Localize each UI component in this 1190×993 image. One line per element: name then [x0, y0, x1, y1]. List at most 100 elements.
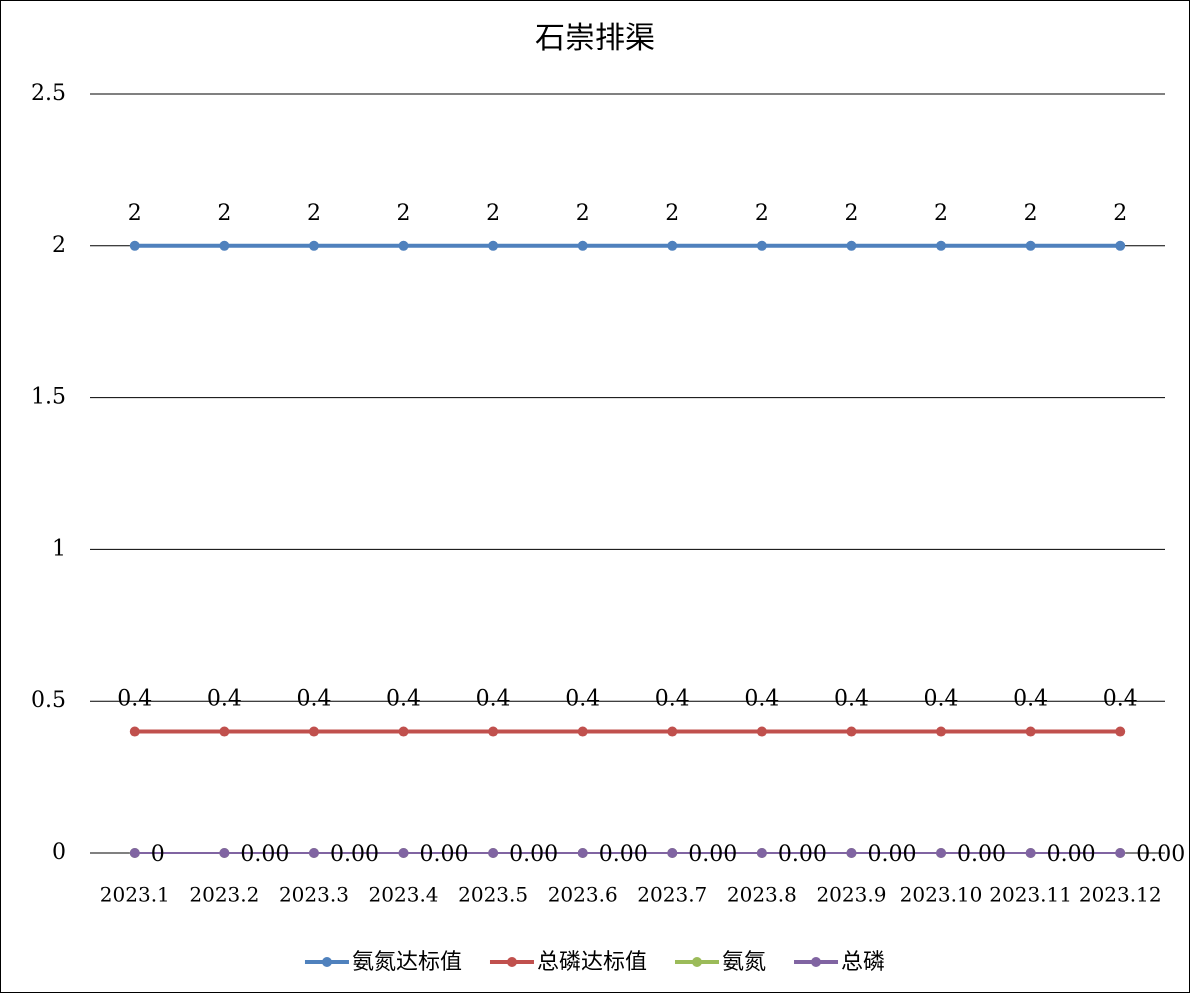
data-label: 2	[934, 201, 948, 226]
x-tick-label: 2023.1	[100, 883, 170, 907]
data-point	[1025, 848, 1036, 858]
data-label: 0.4	[1103, 687, 1138, 712]
x-tick-label: 2023.4	[369, 883, 439, 907]
data-point	[846, 726, 857, 737]
legend-item: 总磷	[794, 950, 885, 975]
data-point	[936, 726, 947, 737]
data-point	[577, 240, 588, 251]
x-tick-label: 2023.9	[816, 883, 886, 907]
data-label: 0.4	[744, 687, 779, 712]
data-label: 2	[1113, 201, 1127, 226]
data-label: 0.00	[1047, 842, 1096, 867]
data-label: 2	[217, 201, 231, 226]
data-label: 0.4	[565, 687, 600, 712]
data-label: 2	[1024, 201, 1038, 226]
x-tick-label: 2023.10	[900, 883, 983, 907]
data-point	[129, 726, 140, 737]
legend-marker	[811, 957, 822, 967]
data-label: 2	[307, 201, 321, 226]
data-point	[398, 726, 409, 737]
x-tick-label: 2023.12	[1079, 883, 1162, 907]
data-label: 0.4	[1013, 687, 1048, 712]
legend-label: 氨氮达标值	[352, 950, 462, 975]
legend-label: 总磷	[841, 950, 885, 975]
data-label: 0.4	[386, 687, 421, 712]
data-label: 0.00	[688, 842, 737, 867]
y-tick-label: 0.5	[31, 688, 66, 713]
data-point	[1115, 848, 1126, 858]
data-point	[936, 848, 947, 858]
data-point	[308, 848, 319, 858]
data-point	[756, 848, 767, 858]
data-point	[667, 848, 678, 858]
data-label: 0.4	[117, 687, 152, 712]
data-label: 0.00	[1136, 842, 1185, 867]
data-label: 0.4	[655, 687, 690, 712]
data-label: 2	[397, 201, 411, 226]
data-label: 0.4	[476, 687, 511, 712]
data-point	[398, 240, 409, 251]
data-point	[219, 848, 230, 858]
x-tick-label: 2023.2	[189, 883, 259, 907]
data-point	[1025, 726, 1036, 737]
data-point	[846, 848, 857, 858]
data-point	[756, 726, 767, 737]
y-tick-label: 2	[52, 233, 66, 258]
x-tick-label: 2023.3	[279, 883, 349, 907]
x-tick-label: 2023.7	[637, 883, 707, 907]
y-tick-label: 2.5	[31, 81, 66, 106]
x-tick-label: 2023.5	[458, 883, 528, 907]
data-label: 0.00	[420, 842, 469, 867]
data-point	[756, 240, 767, 251]
data-point	[219, 240, 230, 251]
data-point	[846, 240, 857, 251]
data-label: 2	[486, 201, 500, 226]
data-label: 0.00	[867, 842, 916, 867]
legend-item: 氨氮达标值	[304, 950, 462, 975]
data-point	[129, 240, 140, 251]
data-point	[1025, 240, 1036, 251]
data-label: 2	[755, 201, 769, 226]
data-label: 0.00	[240, 842, 289, 867]
data-point	[936, 240, 947, 251]
data-label: 0.4	[207, 687, 242, 712]
legend-item: 氨氮	[675, 950, 766, 975]
data-label: 0.00	[330, 842, 379, 867]
data-point	[1115, 240, 1126, 251]
data-point	[308, 240, 319, 251]
data-point	[667, 726, 678, 737]
data-point	[1115, 726, 1126, 737]
data-point	[667, 240, 678, 251]
data-label: 0.4	[924, 687, 959, 712]
legend-item: 总磷达标值	[489, 950, 647, 975]
data-point	[577, 726, 588, 737]
x-tick-label: 2023.6	[548, 883, 618, 907]
data-label: 0.00	[509, 842, 558, 867]
data-point	[398, 848, 409, 858]
y-tick-label: 1	[52, 536, 66, 561]
x-tick-label: 2023.8	[727, 883, 797, 907]
data-point	[308, 726, 319, 737]
data-label: 2	[844, 201, 858, 226]
data-label: 0.00	[778, 842, 827, 867]
data-point	[488, 240, 499, 251]
chart-title: 石崇排渠	[535, 21, 655, 56]
legend-marker	[321, 957, 332, 967]
data-label: 0.4	[296, 687, 331, 712]
data-label: 0	[151, 842, 165, 867]
legend-marker	[692, 957, 702, 967]
y-tick-label: 1.5	[31, 385, 66, 410]
data-point	[488, 726, 499, 737]
legend-label: 总磷达标值	[537, 950, 647, 975]
data-point	[219, 726, 230, 737]
data-label: 0.4	[834, 687, 869, 712]
data-point	[488, 848, 499, 858]
legend-label: 氨氮	[722, 950, 766, 975]
y-tick-label: 0	[52, 840, 66, 865]
data-label: 2	[576, 201, 590, 226]
data-label: 0.00	[599, 842, 648, 867]
data-point	[577, 848, 588, 858]
data-label: 2	[128, 201, 142, 226]
